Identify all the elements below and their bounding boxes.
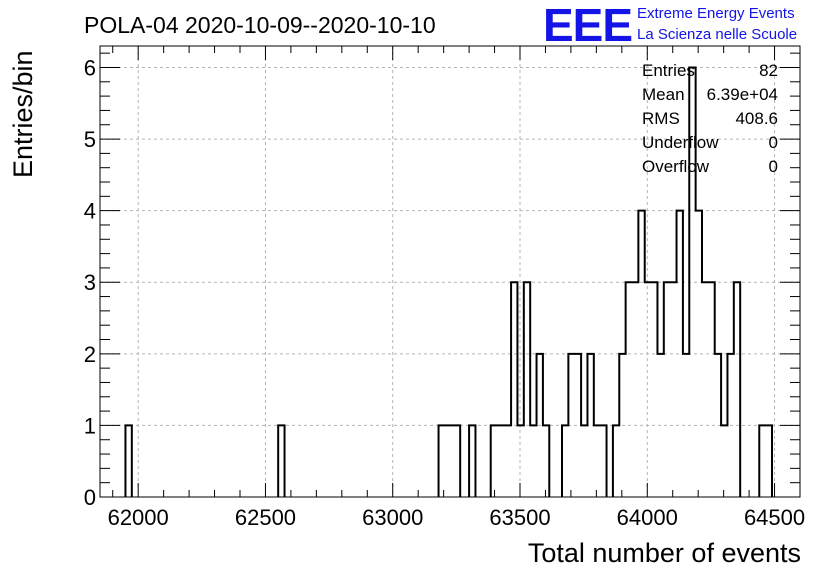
x-tick-label: 63000 (362, 505, 423, 530)
logo-line-1: Extreme Energy Events (637, 5, 795, 22)
y-tick-label: 1 (84, 413, 96, 438)
y-tick-label: 6 (84, 55, 96, 80)
stat-label: RMS (642, 109, 680, 128)
plot-frame (99, 45, 801, 498)
histogram-bin (581, 425, 587, 497)
stat-label: Mean (642, 85, 685, 104)
y-tick-label: 5 (84, 127, 96, 152)
histogram-bin (759, 425, 772, 497)
x-tick-label: 63500 (489, 505, 550, 530)
stat-value: 6.39e+04 (707, 85, 778, 104)
histogram-bin (721, 425, 727, 497)
eee-logo-mark: EEE (543, 0, 632, 51)
stat-label: Overflow (642, 157, 710, 176)
histogram-bin (491, 425, 511, 497)
stat-label: Entries (642, 61, 695, 80)
histogram-bin (702, 282, 708, 497)
stat-value: 408.6 (735, 109, 778, 128)
y-axis-title: Entries/bin (8, 50, 38, 178)
histogram-bin (626, 282, 639, 497)
histogram-bin (645, 282, 658, 497)
stat-value: 0 (769, 133, 778, 152)
chart-title: POLA-04 2020-10-09--2020-10-10 (84, 12, 436, 38)
stat-value: 0 (769, 157, 778, 176)
histogram-outline (124, 66, 773, 497)
x-axis-title: Total number of events (528, 538, 801, 568)
histogram-bin (670, 282, 676, 497)
histogram-bin (517, 425, 523, 497)
y-tick-label: 4 (84, 199, 96, 224)
tick-label-layer: 62000 62500 63000 63500 64000 64500 0 1 2 3 4 5 6 (84, 55, 805, 530)
x-tick-label: 64500 (744, 505, 805, 530)
histogram-bin (594, 425, 607, 497)
histogram-bin (439, 425, 461, 497)
x-tick-label: 62000 (108, 505, 169, 530)
x-tick-label: 64000 (617, 505, 678, 530)
y-tick-label: 2 (84, 342, 96, 367)
logo-line-2: La Scienza nelle Scuole (637, 26, 797, 43)
grid-layer (100, 46, 800, 497)
stat-label: Underflow (642, 133, 719, 152)
tick-layer (100, 46, 801, 498)
x-tick-label: 62500 (235, 505, 296, 530)
stat-value: 82 (759, 61, 778, 80)
y-tick-label: 0 (84, 485, 96, 510)
histogram-bin (530, 425, 536, 497)
stats-box: Entries 82 Mean 6.39e+04 RMS 408.6 Underflow 0 O… (642, 61, 778, 176)
y-tick-label: 3 (84, 270, 96, 295)
